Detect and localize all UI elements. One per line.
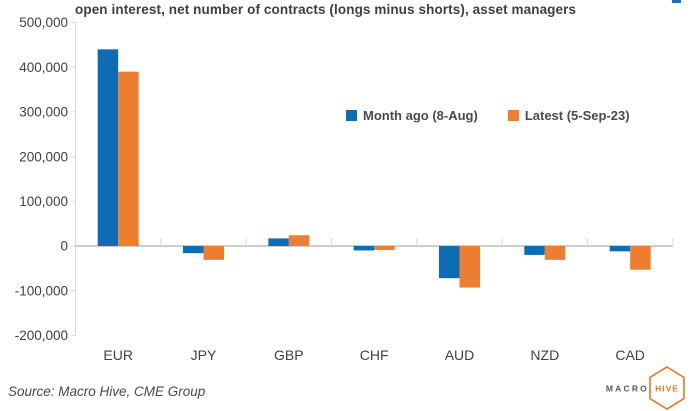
y-axis-label: 500,000	[19, 15, 68, 30]
y-axis-label: -100,000	[15, 283, 68, 298]
bar-gbp-series-0	[268, 238, 289, 246]
legend-swatch-blue-icon	[346, 110, 357, 121]
y-axis-label: 200,000	[19, 149, 68, 164]
bar-chf-series-0	[353, 246, 375, 251]
bar-jpy-series-0	[182, 246, 204, 254]
y-axis-label: 400,000	[19, 60, 68, 75]
y-axis-label: 0	[60, 239, 68, 254]
bar-chf-series-1	[374, 246, 395, 251]
bar-nzd-series-1	[544, 246, 566, 260]
bar-cad-series-1	[630, 246, 651, 270]
chart-title: open interest, net number of contracts (…	[75, 2, 577, 17]
source-note: Source: Macro Hive, CME Group	[8, 384, 206, 399]
bar-aud-series-0	[438, 246, 460, 279]
bar-gbp-series-1	[288, 235, 310, 246]
x-axis-label: CAD	[615, 347, 645, 363]
legend-label-month-ago: Month ago (8-Aug)	[363, 108, 478, 123]
legend-label-latest: Latest (5-Sep-23)	[524, 108, 630, 123]
bar-eur-series-1	[118, 71, 139, 246]
y-axis-label: -200,000	[15, 328, 68, 343]
logo-text-macro: MACRO	[606, 384, 649, 394]
legend-item-latest: Latest (5-Sep-23)	[507, 108, 630, 123]
bar-eur-series-0	[97, 49, 119, 246]
macro-hive-logo: MACRO HIVE	[606, 366, 685, 410]
x-axis-label: NZD	[530, 347, 559, 363]
bar-cad-series-0	[609, 246, 631, 252]
chart-legend: Month ago (8-Aug) Latest (5-Sep-23)	[346, 108, 630, 123]
legend-item-month-ago: Month ago (8-Aug)	[346, 108, 478, 123]
y-axis-label: 100,000	[19, 194, 68, 209]
x-axis-label: CHF	[360, 347, 389, 363]
bar-aud-series-1	[459, 246, 480, 288]
bar-jpy-series-1	[203, 246, 224, 260]
y-axis-label: 300,000	[19, 105, 68, 120]
legend-swatch-orange-icon	[507, 110, 519, 121]
x-axis-label: EUR	[103, 347, 133, 363]
logo-text-hive: HIVE	[655, 384, 679, 394]
logo-hexagon-icon	[649, 366, 685, 410]
x-axis-label: JPY	[191, 347, 217, 363]
x-axis-label: AUD	[445, 347, 475, 363]
x-axis-label: GBP	[274, 347, 304, 363]
cropped-blue-marker	[672, 0, 681, 3]
bar-nzd-series-0	[524, 246, 545, 255]
